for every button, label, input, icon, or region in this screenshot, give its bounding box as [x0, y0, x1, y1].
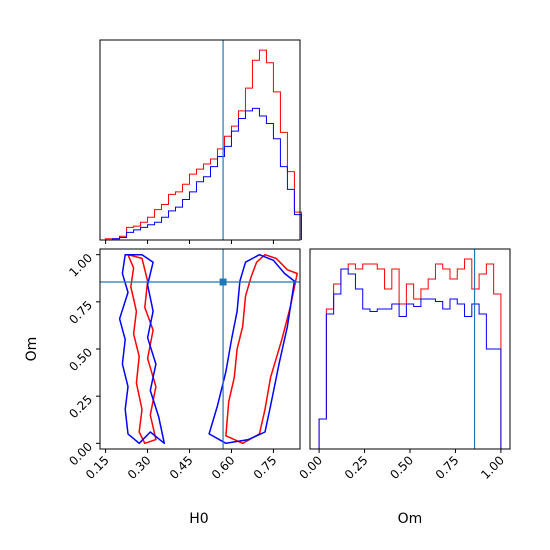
joint-ytick-label-1: 0.25 [66, 392, 95, 421]
om-xlabel: Om [398, 511, 423, 527]
contour-0 [127, 253, 157, 445]
joint-xtick-label-4: 0.75 [251, 453, 280, 482]
joint-ytick-label-3: 0.75 [66, 298, 95, 327]
h0-hist-frame [99, 39, 301, 241]
h0-hist-series-1 [105, 107, 302, 241]
h0-hist-series-0 [105, 49, 302, 240]
contour-1 [225, 253, 298, 445]
joint-xlabel: H0 [189, 511, 208, 527]
om-xtick-label-1: 0.25 [342, 453, 371, 482]
om-xtick-label-2: 0.50 [387, 453, 416, 482]
joint-contour-panel: 0.15 0.30 0.45 0.60 0.750.000.250.500.751.00 [66, 248, 301, 482]
contour-3 [208, 253, 296, 445]
joint-ytick-label-2: 0.50 [66, 345, 95, 374]
om-hist-series-1 [318, 268, 502, 449]
joint-ylabel: Om [24, 337, 40, 362]
joint-truth-marker [219, 278, 227, 286]
joint-xtick-label-0: 0.15 [83, 453, 112, 482]
om-xtick-label-4: 1.00 [478, 453, 507, 482]
om-hist-series-0 [318, 258, 502, 449]
joint-xtick-label-1: 0.30 [125, 453, 154, 482]
joint-frame [99, 248, 301, 450]
contour-group [100, 249, 300, 449]
joint-ytick-label-4: 1.00 [66, 251, 95, 280]
om-xtick-label-0: 0.00 [296, 453, 325, 482]
joint-xtick-label-3: 0.60 [209, 453, 238, 482]
joint-xtick-label-2: 0.45 [167, 453, 196, 482]
h0-marginal-panel [99, 39, 302, 244]
om-hist-frame [309, 248, 511, 450]
om-xtick-label-3: 0.75 [433, 453, 462, 482]
contour-2 [118, 253, 166, 445]
om-marginal-panel: 0.00 0.25 0.50 0.75 1.00 [296, 248, 511, 482]
